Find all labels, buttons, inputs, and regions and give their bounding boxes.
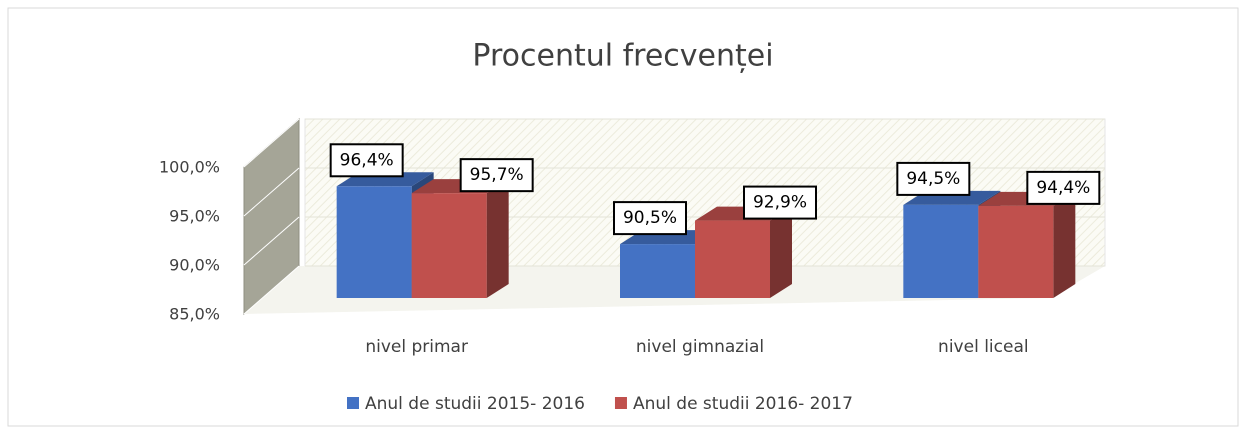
value-label-box — [613, 201, 687, 236]
value-label: 96,4% — [340, 150, 394, 170]
bar-front — [978, 205, 1054, 298]
value-label: 92,9% — [753, 193, 807, 213]
grid-line — [243, 167, 300, 217]
value-label-box — [459, 158, 534, 193]
x-tick-label: nivel primar — [365, 337, 468, 357]
legend-label: Anul de studii 2016- 2017 — [633, 394, 853, 414]
y-tick-label: 100,0% — [159, 158, 220, 177]
bar-side — [1053, 191, 1076, 298]
y-tick-label: 85,0% — [169, 305, 220, 324]
value-label: 95,7% — [470, 165, 524, 185]
x-tick-label: nivel liceal — [938, 337, 1029, 357]
legend-swatch — [614, 397, 627, 409]
bar-front — [695, 220, 770, 298]
bar — [411, 179, 509, 298]
value-label: 94,4% — [1036, 178, 1090, 198]
value-label-box — [329, 143, 404, 178]
value-label: 90,5% — [623, 208, 677, 228]
y-tick-label: 90,0% — [169, 256, 220, 275]
bar-side — [770, 206, 792, 298]
bar-front — [903, 204, 979, 298]
bar — [978, 191, 1076, 298]
x-tick-label: nivel gimnazial — [636, 337, 764, 357]
y-tick-label: 95,0% — [169, 207, 220, 226]
bar-front — [411, 193, 487, 298]
legend-label: Anul de studii 2015- 2016 — [365, 394, 585, 414]
bar — [695, 206, 792, 298]
legend-swatch — [347, 397, 359, 409]
value-label: 94,5% — [906, 169, 960, 189]
bar-front — [336, 186, 412, 298]
value-label-box — [896, 161, 971, 196]
value-label-box — [1026, 170, 1101, 205]
grid-line — [243, 118, 300, 168]
chart-title: Procentul frecvenței — [472, 39, 773, 74]
bar-front — [620, 244, 695, 298]
grid-line — [243, 265, 300, 315]
value-label-box — [743, 185, 817, 220]
grid-line — [243, 216, 300, 266]
bar-side — [486, 179, 509, 298]
